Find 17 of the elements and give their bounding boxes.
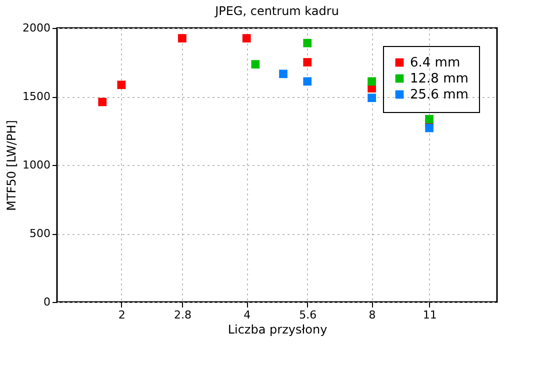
x-tick-label: 8 (368, 308, 376, 322)
legend-label: 12.8 mm (410, 72, 468, 86)
x-tick-label: 2.8 (174, 308, 192, 322)
y-axis-title: MTF50 [LW/PH] (4, 120, 19, 211)
y-tick-label: 1500 (22, 90, 50, 103)
legend-label: 25.6 mm (410, 88, 468, 102)
x-tick-label: 5.6 (299, 308, 317, 322)
x-axis-title: Liczba przysłony (228, 322, 328, 336)
x-tick-label: 2 (118, 308, 126, 322)
x-tick-label: 11 (422, 308, 437, 322)
y-tick-label: 500 (30, 227, 50, 240)
x-tick-label: 4 (244, 308, 251, 322)
y-tick-label: 1000 (22, 158, 50, 172)
chart-title: JPEG, centrum kadru (214, 4, 339, 18)
y-tick-label: 0 (44, 296, 50, 308)
legend-label: 6.4 mm (410, 56, 460, 70)
y-tick-label: 2000 (22, 22, 50, 34)
